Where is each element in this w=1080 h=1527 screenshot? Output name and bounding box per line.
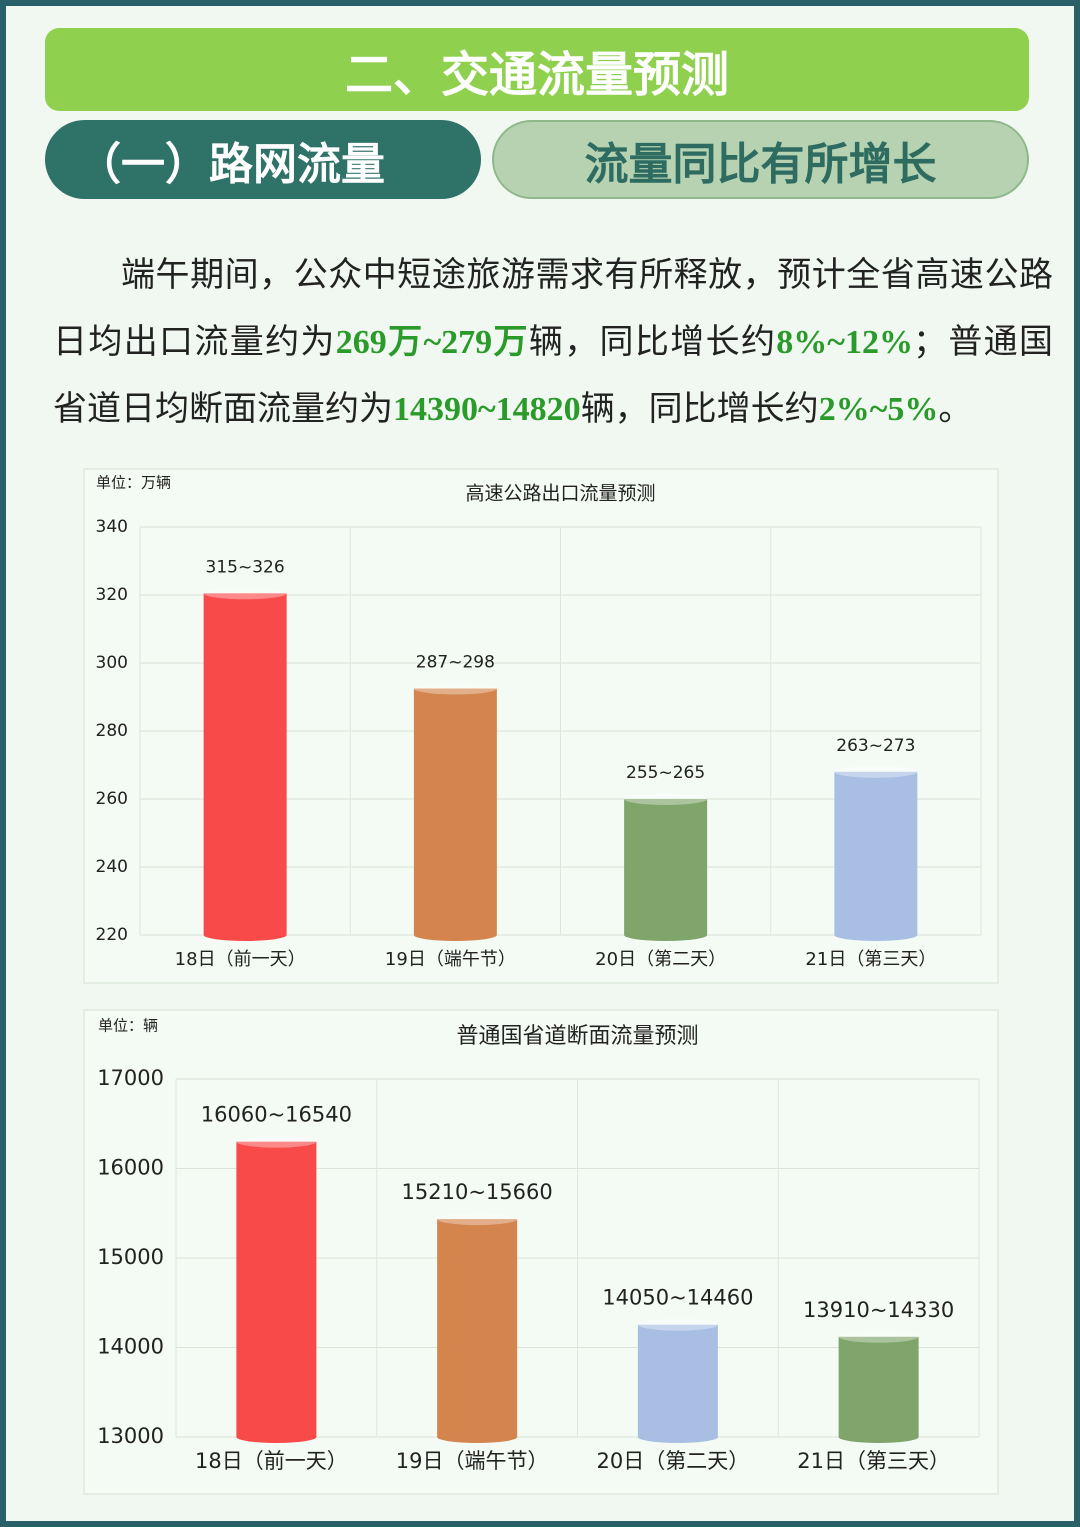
unit-label: 单位：万辆	[96, 474, 171, 491]
bar	[236, 1141, 317, 1437]
y-tick-label: 16000	[97, 1156, 164, 1180]
bar-base	[838, 1431, 919, 1443]
x-tick-label: 20日（第二天）	[595, 949, 726, 970]
bar	[203, 593, 287, 935]
x-tick-label: 18日（前一天）	[175, 949, 306, 970]
value-label: 263~273	[836, 736, 915, 756]
value-label: 255~265	[626, 763, 705, 783]
highlight-text: 269万~279万	[335, 324, 529, 361]
bar-cap	[834, 765, 918, 778]
bar-base	[834, 929, 918, 941]
highlight-text: 8%~12%	[776, 324, 913, 361]
paragraph-text: 。	[938, 389, 973, 429]
highlight-text: 2%~5%	[818, 391, 939, 428]
chart: 单位：辆 普通国省道断面流量预测 13000 14000 15000 16000 17000…	[83, 1009, 999, 1495]
bar	[413, 688, 497, 935]
bar-cap	[236, 1135, 317, 1148]
value-label: 287~298	[416, 653, 495, 673]
y-tick-label: 320	[96, 585, 128, 605]
x-tick-label: 18日（前一天）	[195, 1449, 348, 1473]
bar-cap	[637, 1318, 718, 1331]
paragraph-text: ；普通国省道日均断面流量约为	[53, 322, 1054, 429]
y-tick-label: 13000	[97, 1424, 164, 1448]
subtitle: 流量同比有所增长	[492, 120, 1029, 199]
bar	[838, 1336, 919, 1437]
bar	[637, 1324, 718, 1437]
chart-title: 普通国省道断面流量预测	[456, 1024, 698, 1049]
main-title: 二、交通流量预测	[45, 28, 1029, 111]
y-tick-label: 300	[96, 653, 128, 673]
bar-cap	[413, 682, 497, 695]
x-tick-label: 20日（第二天）	[597, 1449, 750, 1473]
highlight-text: 14390~14820	[393, 391, 581, 428]
value-label: 14050~14460	[602, 1286, 753, 1310]
x-tick-label: 19日（端午节）	[396, 1449, 549, 1473]
bar-base	[413, 929, 497, 941]
bar-cap	[838, 1330, 919, 1343]
y-tick-label: 340	[96, 517, 128, 537]
bar-cap	[437, 1213, 518, 1226]
x-tick-label: 21日（第三天）	[805, 949, 936, 970]
paragraph-text: 端午期间，公众中短途旅游需求有所释放，预计全省高速公路日均出口流量约为	[53, 255, 1053, 362]
bar-base	[437, 1431, 518, 1443]
chart: 单位：万辆高速公路出口流量预测 220 240 260 280 300 320 340 18日（…	[83, 468, 999, 984]
x-tick-label: 19日（端午节）	[385, 949, 516, 970]
paragraph: 端午期间，公众中短途旅游需求有所释放，预计全省高速公路日均出口流量约为269万~…	[53, 242, 1053, 443]
paragraph-text: 辆，同比增长约	[580, 389, 819, 429]
value-label: 15210~15660	[402, 1180, 553, 1204]
bar-cap	[203, 587, 287, 600]
bar-base	[624, 929, 708, 941]
y-tick-label: 260	[96, 789, 128, 809]
y-tick-label: 240	[96, 857, 128, 877]
y-tick-label: 17000	[97, 1066, 164, 1090]
y-tick-label: 15000	[97, 1245, 164, 1269]
section-title: （一）路网流量	[45, 120, 481, 199]
value-label: 16060~16540	[201, 1103, 352, 1127]
bar-base	[637, 1431, 718, 1443]
value-label: 315~326	[206, 557, 285, 577]
bar	[624, 799, 708, 935]
y-tick-label: 14000	[97, 1335, 164, 1359]
bar	[437, 1219, 518, 1437]
bar-base	[203, 929, 287, 941]
chart-title: 高速公路出口流量预测	[465, 483, 655, 505]
y-tick-label: 280	[96, 721, 128, 741]
bar-cap	[624, 793, 708, 805]
value-label: 13910~14330	[803, 1298, 954, 1322]
bar	[834, 771, 918, 935]
y-tick-label: 220	[96, 925, 128, 945]
paragraph-text: 辆，同比增长约	[528, 322, 777, 362]
bar-base	[236, 1431, 317, 1443]
unit-label: 单位：辆	[98, 1017, 158, 1034]
x-tick-label: 21日（第三天）	[797, 1449, 950, 1473]
